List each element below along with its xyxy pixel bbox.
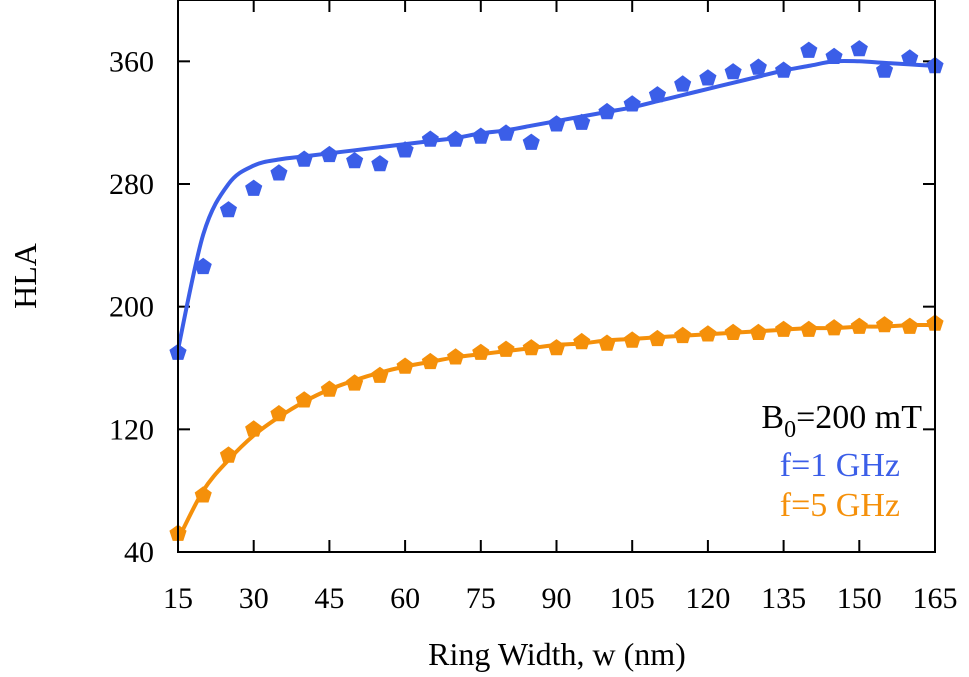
x-tick-label: 45 xyxy=(314,582,344,615)
field-annotation-value: =200 mT xyxy=(796,399,922,436)
data-point xyxy=(522,339,540,356)
data-point xyxy=(724,63,742,80)
data-point xyxy=(346,374,364,391)
data-point xyxy=(270,405,288,422)
data-point xyxy=(245,179,263,196)
data-point xyxy=(245,420,263,437)
data-point xyxy=(194,257,212,275)
data-point xyxy=(901,49,919,66)
field-annotation-subscript: 0 xyxy=(784,417,796,443)
data-point xyxy=(371,366,389,383)
data-point xyxy=(800,320,818,337)
data-point xyxy=(320,145,338,163)
series-2 xyxy=(169,314,944,541)
x-tick-label: 150 xyxy=(837,582,882,615)
data-point xyxy=(825,47,843,64)
data-point xyxy=(775,61,793,78)
x-tick-labels: 15 30 45 60 75 90 105 120 135 150 165 xyxy=(163,582,958,615)
y-tick-labels: 40 120 200 280 360 xyxy=(109,45,154,569)
y-tick-label: 200 xyxy=(109,291,154,324)
data-point xyxy=(219,446,237,463)
y-axis-title: HLA xyxy=(7,243,43,309)
data-point xyxy=(800,41,818,58)
data-point xyxy=(674,75,692,92)
data-point xyxy=(749,58,767,75)
data-point xyxy=(547,115,566,132)
series-layer xyxy=(169,40,944,541)
x-axis-title: Ring Width, w (nm) xyxy=(428,636,686,672)
legend-label-5ghz: f=5 GHz xyxy=(780,487,900,524)
data-point xyxy=(421,352,439,370)
legend-label-1ghz: f=1 GHz xyxy=(780,447,900,484)
data-point xyxy=(775,320,793,337)
data-point xyxy=(598,102,616,120)
data-point xyxy=(219,201,237,218)
data-point xyxy=(447,348,465,365)
data-point xyxy=(270,164,288,181)
data-point xyxy=(850,40,868,57)
data-point xyxy=(749,323,767,340)
data-point xyxy=(396,357,414,374)
data-point xyxy=(497,124,515,141)
data-point xyxy=(674,326,692,344)
x-tick-label: 165 xyxy=(913,582,958,615)
data-point xyxy=(472,127,490,144)
x-tick-label: 135 xyxy=(761,582,806,615)
data-point xyxy=(547,339,566,356)
data-point xyxy=(699,69,717,86)
data-point xyxy=(295,150,313,167)
data-point xyxy=(623,331,641,348)
series-1 xyxy=(169,40,944,360)
data-point xyxy=(598,334,616,351)
data-point xyxy=(447,130,465,147)
x-tick-label: 60 xyxy=(390,582,420,615)
data-point xyxy=(699,325,717,342)
field-annotation: B0=200 mT xyxy=(761,399,922,443)
data-point xyxy=(194,486,212,503)
x-tick-label: 90 xyxy=(542,582,572,615)
data-point xyxy=(295,391,313,408)
x-tick-label: 30 xyxy=(239,582,269,615)
data-point xyxy=(850,317,868,334)
data-point xyxy=(421,130,439,147)
data-point xyxy=(876,61,894,78)
data-point xyxy=(573,332,591,350)
data-point xyxy=(497,340,515,357)
data-point xyxy=(396,141,414,158)
x-tick-label: 75 xyxy=(466,582,496,615)
data-point xyxy=(901,317,919,334)
data-point xyxy=(825,319,843,336)
field-annotation-base: B xyxy=(761,399,784,436)
data-point xyxy=(320,380,338,397)
y-tick-label: 40 xyxy=(124,536,154,569)
data-point xyxy=(371,155,389,172)
x-tick-label: 120 xyxy=(685,582,730,615)
data-point xyxy=(876,316,894,333)
y-tick-label: 280 xyxy=(109,168,154,201)
data-point xyxy=(623,95,641,112)
fit-curve xyxy=(176,58,936,351)
data-point xyxy=(724,323,742,340)
data-point xyxy=(472,343,490,360)
y-tick-label: 360 xyxy=(109,45,154,78)
y-tick-label: 120 xyxy=(109,413,154,446)
data-point xyxy=(346,152,364,169)
x-tick-label: 105 xyxy=(610,582,655,615)
legend-annotation: B0=200 mT f=1 GHz f=5 GHz xyxy=(761,399,922,524)
x-tick-label: 15 xyxy=(163,582,193,615)
data-point xyxy=(573,113,591,130)
data-point xyxy=(522,133,540,150)
plot-frame xyxy=(177,0,936,553)
data-point xyxy=(648,329,666,347)
data-point xyxy=(648,86,666,103)
